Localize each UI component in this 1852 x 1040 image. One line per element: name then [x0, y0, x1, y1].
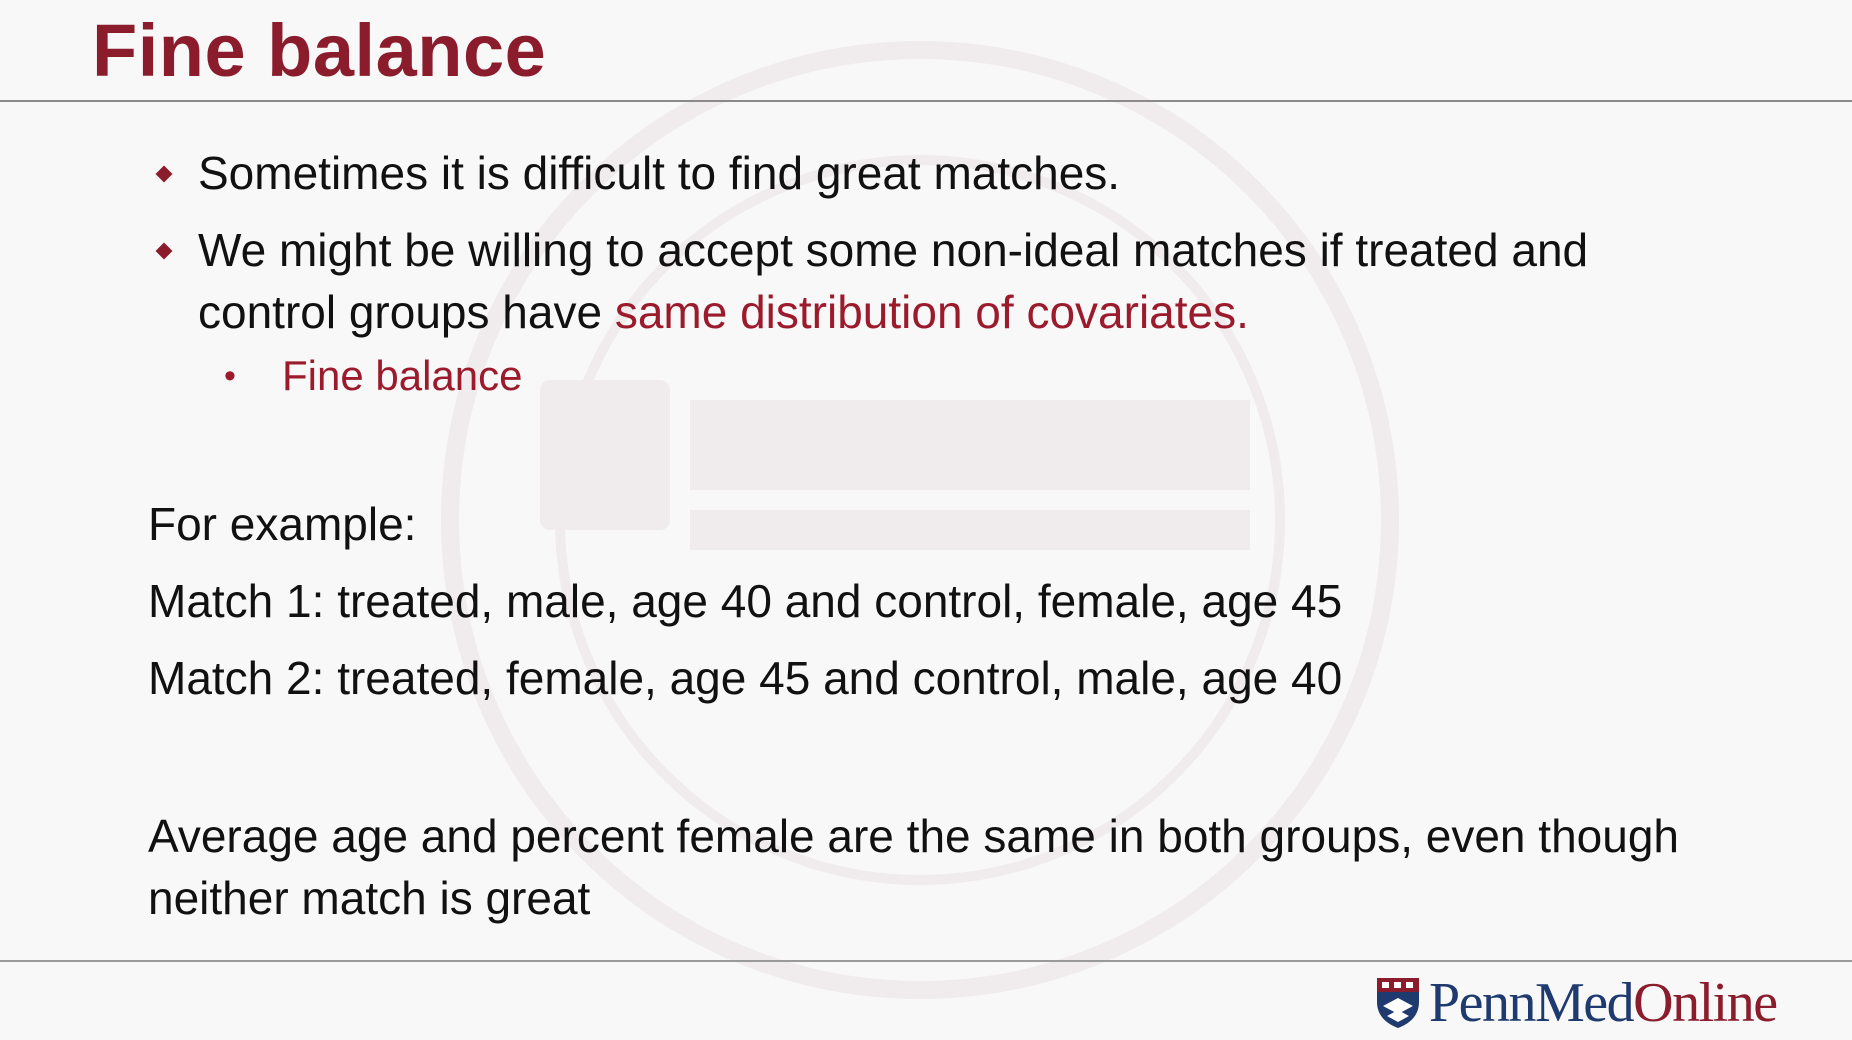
bullet-text: We might be willing to accept some non-i… [198, 224, 1589, 338]
bullet-text: Sometimes it is difficult to find great … [198, 147, 1121, 199]
bullet-item: We might be willing to accept some non-i… [150, 219, 1710, 343]
example-heading: For example: [148, 498, 417, 550]
logo-wordmark: PennMedOnline [1429, 972, 1778, 1034]
dot-bullet-icon: • [224, 357, 236, 395]
example-block: For example: Match 1: treated, male, age… [148, 494, 1748, 725]
footer-divider [0, 960, 1852, 962]
pennmedonline-logo: PennMedOnline [1375, 972, 1778, 1034]
summary-text: Average age and percent female are the s… [148, 810, 1679, 924]
sub-bullet-text: Fine balance [282, 352, 523, 399]
match-line-2: Match 2: treated, female, age 45 and con… [148, 652, 1343, 704]
match-line-1: Match 1: treated, male, age 40 and contr… [148, 575, 1343, 627]
bullet-list: Sometimes it is difficult to find great … [150, 142, 1710, 404]
bullet-highlight: same distribution of covariates. [614, 286, 1249, 338]
diamond-bullet-icon [155, 165, 173, 183]
slide-title: Fine balance [92, 9, 547, 92]
penn-shield-icon [1377, 978, 1419, 1028]
title-divider [0, 100, 1852, 102]
diamond-bullet-icon [155, 242, 173, 260]
bullet-item: Sometimes it is difficult to find great … [150, 142, 1710, 204]
sub-bullet-item: • Fine balance [150, 348, 1710, 404]
